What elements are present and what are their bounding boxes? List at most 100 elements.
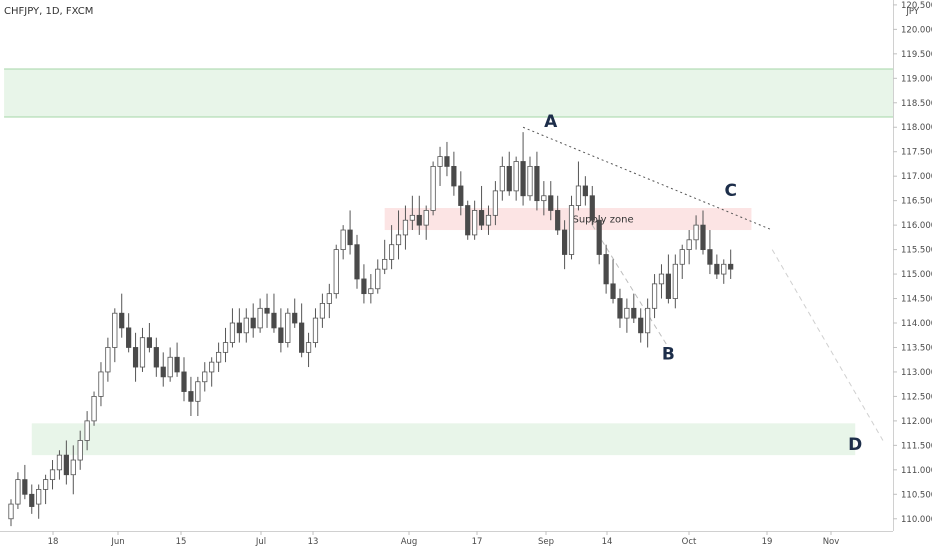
candle-body-up	[195, 381, 201, 402]
currency-label: JPY	[905, 7, 919, 17]
price-tick-label: 115.500	[901, 246, 932, 256]
candle-body-down	[617, 298, 623, 319]
candle-body-up	[305, 342, 312, 353]
candle	[278, 308, 284, 353]
candle-body-up	[492, 190, 499, 216]
candle-body-down	[610, 283, 616, 299]
candle	[132, 332, 139, 382]
candle	[153, 337, 159, 377]
candle-body-up	[368, 288, 374, 295]
candle	[520, 132, 526, 206]
candle	[499, 156, 505, 201]
candle	[112, 308, 118, 363]
candle-body-up	[257, 307, 263, 329]
candle-body-up	[49, 469, 56, 481]
time-axis[interactable]: 18 Jun 15 Jul 13 Aug 17 Sep 14 Oct 19 Nov	[48, 531, 840, 547]
candle-body-down	[354, 244, 360, 280]
candle	[70, 445, 76, 495]
candle	[43, 474, 49, 505]
candle	[610, 259, 616, 304]
candle-body-up	[679, 249, 685, 265]
candle	[478, 185, 485, 231]
time-tick-label: Sep	[538, 537, 554, 547]
candle	[534, 151, 540, 211]
candle	[506, 151, 512, 196]
candle	[312, 308, 319, 348]
candle-body-down	[534, 165, 540, 202]
candles-layer	[8, 132, 734, 527]
price-tick-label: 115.000	[901, 270, 932, 280]
candle	[167, 347, 173, 382]
price-axis[interactable]: 110.000 110.500 111.000 111.500 112.000 112.5…	[893, 1, 932, 525]
candle-body-down	[29, 493, 35, 507]
candle	[444, 141, 450, 177]
wave-label-d: D	[848, 435, 862, 455]
candle-body-down	[146, 337, 152, 348]
candle-body-up	[409, 214, 415, 221]
candle-body-down	[271, 312, 277, 329]
candle-body-down	[63, 454, 69, 476]
candle-body-down	[555, 210, 561, 231]
time-tick-label: Oct	[682, 537, 697, 547]
candle	[264, 293, 270, 328]
candle-body-down	[638, 317, 644, 334]
candle-body-down	[278, 327, 284, 343]
candle-body-up	[8, 503, 14, 520]
price-tick-label: 120.000	[901, 25, 932, 35]
candle	[492, 181, 499, 226]
supply-zone-label: Supply zone	[572, 215, 633, 226]
price-tick-label: 110.000	[901, 515, 932, 525]
candle-body-down	[596, 219, 602, 255]
candle	[382, 239, 388, 275]
candle	[721, 259, 727, 284]
candle-body-up	[527, 165, 533, 197]
wave-label-a: A	[544, 112, 558, 132]
candle	[548, 181, 554, 221]
candle-body-up	[222, 342, 229, 353]
candle-body-up	[541, 195, 547, 202]
candle	[361, 264, 367, 304]
time-tick-label: Jun	[110, 537, 124, 547]
candle-body-up	[77, 440, 83, 461]
candle	[700, 210, 706, 255]
candle	[29, 484, 35, 514]
candle-body-down	[236, 322, 242, 334]
candle	[693, 215, 699, 250]
candle	[651, 274, 658, 319]
candle	[527, 156, 533, 201]
trendline-2	[591, 224, 669, 348]
candle	[243, 308, 249, 343]
candle	[624, 298, 630, 333]
candle-body-up	[686, 239, 692, 250]
candle-body-up	[499, 165, 505, 192]
candle	[645, 298, 651, 348]
candle-body-down	[665, 273, 672, 299]
candle-body-down	[22, 479, 28, 495]
price-tick-label: 110.500	[901, 490, 932, 500]
candle	[91, 391, 97, 426]
trendline-3	[771, 249, 884, 441]
candle	[458, 171, 464, 216]
time-tick-label: 13	[308, 537, 319, 547]
candle	[485, 205, 492, 235]
candle	[672, 254, 678, 309]
price-tick-label: 118.500	[901, 99, 932, 109]
candle	[416, 195, 422, 235]
candle-body-up	[721, 263, 727, 275]
trendlines-layer	[522, 126, 884, 441]
candle-body-up	[243, 317, 249, 334]
price-tick-label: 119.000	[901, 74, 932, 84]
candle-body-up	[202, 371, 208, 383]
symbol-label: CHFJPY, 1D, FXCM	[4, 6, 93, 17]
candle	[354, 234, 360, 289]
candle	[395, 210, 402, 260]
price-tick-label: 114.000	[901, 319, 932, 329]
candle	[146, 323, 152, 353]
candle	[617, 288, 623, 328]
candle	[98, 362, 104, 407]
candle-body-down	[132, 347, 139, 368]
candle-body-down	[181, 371, 187, 392]
time-tick-label: Jul	[255, 537, 266, 547]
price-tick-label: 118.000	[901, 123, 932, 133]
